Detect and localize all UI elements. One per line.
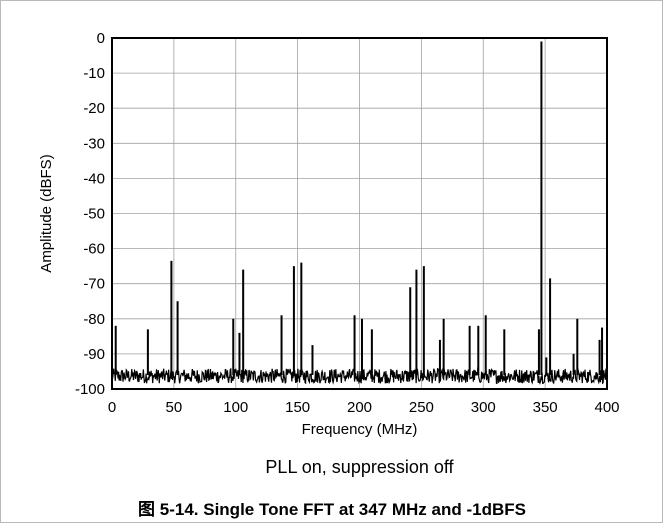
x-tick-label: 350 xyxy=(533,399,558,416)
x-tick-label: 250 xyxy=(409,399,434,416)
y-tick-label: -10 xyxy=(83,65,105,82)
x-tick-label: 50 xyxy=(166,399,183,416)
y-axis-label: Amplitude (dBFS) xyxy=(38,154,55,272)
y-tick-label: -50 xyxy=(83,206,105,223)
spur-lines xyxy=(114,41,604,375)
x-tick-label: 150 xyxy=(285,399,310,416)
x-tick-label: 400 xyxy=(594,399,619,416)
y-tick-label: -100 xyxy=(75,381,105,398)
chart-subtitle: PLL on, suppression off xyxy=(265,457,454,477)
y-tick-labels: 0 -10 -20 -30 -40 -50 -60 -70 -80 -90 -100 xyxy=(75,30,105,398)
y-tick-label: -70 xyxy=(83,276,105,293)
y-tick-label: 0 xyxy=(97,30,105,47)
x-tick-label: 200 xyxy=(347,399,372,416)
plot-border xyxy=(111,37,608,390)
y-tick-label: -30 xyxy=(83,135,105,152)
y-tick-label: -80 xyxy=(83,311,105,328)
x-tick-label: 0 xyxy=(108,399,116,416)
x-tick-label: 100 xyxy=(223,399,248,416)
noise-floor-trace xyxy=(111,366,608,385)
y-tick-label: -90 xyxy=(83,346,105,363)
y-tick-label: -20 xyxy=(83,100,105,117)
y-tick-label: -60 xyxy=(83,241,105,258)
x-tick-labels: 0 50 100 150 200 250 300 350 400 xyxy=(108,399,620,416)
x-tick-label: 300 xyxy=(471,399,496,416)
grid-lines xyxy=(111,37,608,390)
figure-title: 图 5-14. Single Tone FFT at 347 MHz and -… xyxy=(138,500,526,519)
x-axis-label: Frequency (MHz) xyxy=(302,421,418,438)
y-tick-label: -40 xyxy=(83,170,105,187)
